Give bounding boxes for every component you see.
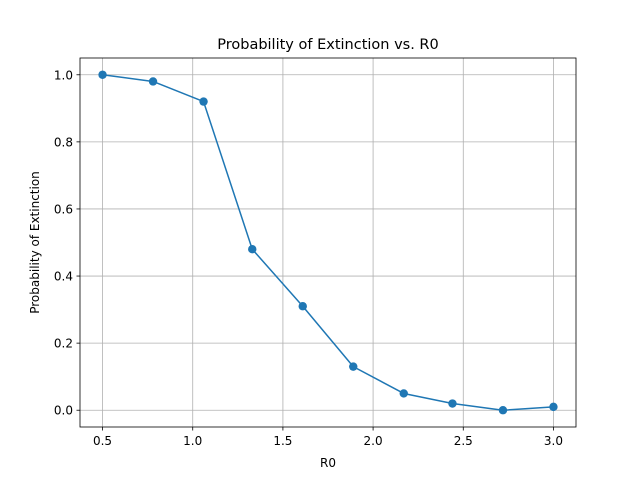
- y-axis-label: Probability of Extinction: [28, 171, 42, 314]
- data-point: [498, 406, 508, 415]
- x-tick-label: 0.5: [93, 434, 112, 448]
- x-tick-label: 3.0: [544, 434, 563, 448]
- data-point: [349, 362, 358, 371]
- data-point: [98, 70, 107, 79]
- y-tick-label: 0.2: [54, 337, 73, 351]
- data-point: [148, 77, 158, 86]
- series-group: [98, 70, 558, 415]
- grid: [80, 58, 576, 427]
- y-tick-label: 0.4: [54, 270, 73, 284]
- data-point: [298, 302, 307, 311]
- x-tick-label: 2.5: [454, 434, 473, 448]
- y-tick-label: 0.0: [54, 404, 73, 418]
- y-tick-label: 0.6: [54, 202, 73, 216]
- data-point: [248, 245, 257, 254]
- plot-frame: [79, 57, 577, 428]
- chart-title: Probability of Extinction vs. R0: [217, 37, 439, 53]
- x-tick-label: 1.0: [183, 434, 202, 448]
- series-line: [102, 74, 554, 411]
- x-tick-label: 2.0: [364, 434, 383, 448]
- data-point: [549, 402, 558, 412]
- data-point: [448, 399, 457, 408]
- data-point: [199, 97, 208, 106]
- data-point: [399, 389, 408, 398]
- ticks: 0.5 1.0 1.5 2.0 2.5 3.0 0.0 0.2 0.4 0.6 0.8 1.0: [54, 68, 563, 448]
- x-tick-label: 1.5: [273, 434, 292, 448]
- x-axis-label: R0: [320, 456, 336, 470]
- y-tick-label: 1.0: [54, 68, 73, 82]
- y-tick-label: 0.8: [54, 135, 73, 149]
